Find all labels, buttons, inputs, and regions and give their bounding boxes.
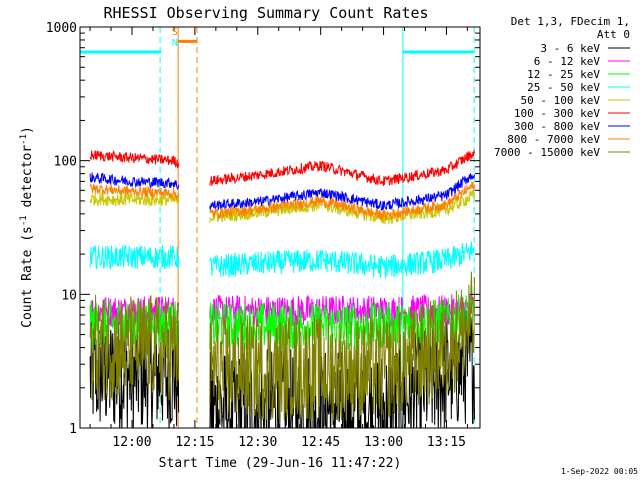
legend-label-3: 25 - 50 keV [527, 81, 600, 94]
legend-label-5: 100 - 300 keV [514, 107, 600, 120]
x-tick-label-1: 12:15 [175, 435, 214, 450]
y-axis-label-main: Count Rate (s [20, 226, 35, 328]
y-tick-label-2: 100 [54, 155, 77, 170]
x-tick-label-4: 13:00 [364, 435, 403, 450]
legend-label-4: 50 - 100 keV [521, 94, 601, 107]
plot-frame [79, 26, 481, 429]
x-tick-label-5: 13:15 [427, 435, 466, 450]
x-axis-label: Start Time (29-Jun-16 11:47:22) [159, 456, 402, 471]
y-tick-label-1: 10 [61, 288, 77, 303]
timestamp: 1-Sep-2022 00:05 [561, 467, 638, 476]
flag-n-label: N [172, 38, 178, 49]
y-axis-label-mid: detector [20, 145, 35, 216]
series-line-3 [89, 241, 475, 279]
x-tick-label-3: 12:45 [301, 435, 340, 450]
legend-header-1: Det 1,3, FDecim 1, [511, 15, 630, 28]
series-line-5 [89, 150, 475, 186]
legend-label-7: 800 - 7000 keV [507, 133, 600, 146]
legend-label-8: 7000 - 15000 keV [494, 146, 600, 159]
axes-layer: 12:00 12:15 12:30 12:45 13:00 13:15 1 10 100 1000 [46, 21, 480, 450]
x-tick-label-2: 12:30 [238, 435, 277, 450]
legend-label-2: 12 - 25 keV [527, 68, 600, 81]
y-axis-label-sup1: -1 [19, 215, 29, 226]
x-tick-label-0: 12:00 [112, 435, 151, 450]
y-axis-label-end: ) [20, 126, 35, 134]
chart-title: RHESSI Observing Summary Count Rates [103, 4, 428, 22]
y-axis-label: Count Rate (s-1 detector-1) [19, 126, 35, 328]
series-layer [89, 150, 475, 428]
legend-label-6: 300 - 800 keV [514, 120, 600, 133]
y-axis-label-sup2: -1 [19, 134, 29, 145]
series-line-6 [89, 172, 475, 211]
y-tick-label-3: 1000 [46, 21, 77, 36]
legend-label-0: 3 - 6 keV [540, 42, 600, 55]
series-line-7 [89, 181, 475, 222]
flag-s-label: S [172, 27, 178, 38]
legend-label-1: 6 - 12 keV [534, 55, 601, 68]
y-tick-label-0: 1 [69, 422, 77, 437]
legend-header-2: Att 0 [597, 28, 630, 41]
series-line-8 [89, 271, 475, 421]
